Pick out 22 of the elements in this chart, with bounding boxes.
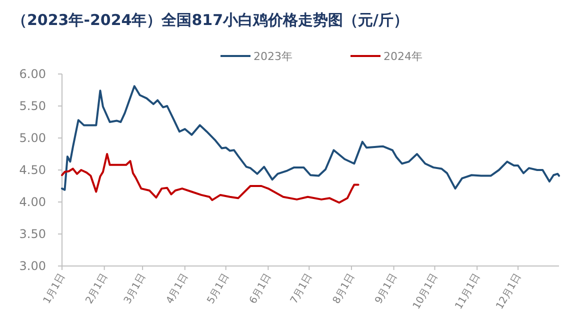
y-tick-label: 3.00 [19,259,46,273]
x-tick-label: 12月1日 [494,272,524,312]
y-tick-label: 3.50 [19,227,46,241]
chart-title: （2023年-2024年）全国817小白鸡价格走势图（元/斤） [12,11,409,29]
y-tick-label: 6.00 [19,67,46,81]
y-tick-label: 5.00 [19,131,46,145]
x-tick-label: 10月1日 [411,272,440,312]
y-tick-label: 5.50 [19,99,46,113]
x-tick-label: 6月1日 [248,272,274,306]
legend-label: 2024年 [384,50,422,63]
x-tick-label: 4月1日 [164,272,190,306]
y-tick-label: 4.50 [19,163,46,177]
x-tick-label: 9月1日 [373,272,400,306]
x-tick-label: 5月1日 [206,272,232,306]
legend-label: 2023年 [254,50,292,63]
x-tick-label: 11月1日 [454,272,483,312]
x-tick-label: 7月1日 [288,272,315,306]
x-tick-label: 2月1日 [84,272,110,306]
x-tick-label: 3月1日 [122,272,148,306]
x-tick-label: 8月1日 [331,272,358,306]
y-tick-label: 4.00 [19,195,46,209]
x-tick-label: 1月1日 [42,272,68,306]
